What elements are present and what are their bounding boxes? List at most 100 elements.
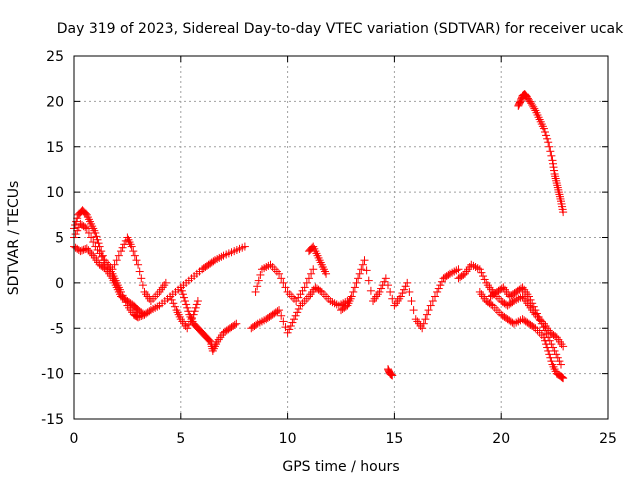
- data-point: [208, 346, 217, 355]
- x-tick-label: 25: [599, 431, 617, 447]
- data-point: [149, 304, 158, 313]
- data-point: [437, 277, 446, 286]
- data-point: [530, 104, 539, 113]
- data-point: [131, 303, 140, 312]
- y-tick-label: 5: [55, 231, 64, 247]
- data-point: [434, 284, 443, 293]
- data-point: [514, 317, 523, 326]
- data-point: [277, 274, 286, 283]
- data-point: [87, 233, 96, 242]
- data-point: [467, 260, 476, 269]
- y-tick-label: -5: [50, 321, 64, 337]
- x-tick-label: 15: [385, 431, 403, 447]
- data-point: [347, 292, 356, 301]
- data-point: [554, 185, 563, 194]
- data-point: [256, 270, 265, 279]
- data-point: [184, 320, 193, 329]
- data-point: [547, 340, 556, 349]
- data-point: [300, 297, 309, 306]
- data-point: [551, 172, 560, 181]
- data-point: [526, 295, 535, 304]
- data-point: [543, 134, 552, 143]
- data-point: [396, 292, 405, 301]
- data-point: [298, 286, 307, 295]
- data-point: [552, 176, 561, 185]
- data-point: [524, 292, 533, 301]
- data-point: [309, 265, 318, 274]
- data-point: [149, 294, 158, 303]
- data-point: [281, 283, 290, 292]
- data-point: [210, 256, 219, 265]
- data-point: [91, 242, 100, 251]
- data-point: [400, 285, 409, 294]
- data-point: [146, 306, 155, 315]
- data-point: [82, 224, 91, 233]
- data-point: [118, 243, 127, 252]
- data-point: [362, 266, 371, 275]
- data-point: [298, 299, 307, 308]
- data-point: [84, 228, 93, 237]
- data-point: [516, 293, 525, 302]
- data-point: [553, 183, 562, 192]
- data-point: [275, 306, 284, 315]
- data-point: [322, 269, 331, 278]
- data-point: [475, 265, 484, 274]
- data-point: [388, 294, 397, 303]
- grid-lines: [74, 56, 608, 419]
- data-point: [532, 309, 541, 318]
- data-point: [430, 292, 439, 301]
- data-point: [350, 283, 359, 292]
- data-point: [93, 235, 102, 244]
- data-point: [73, 226, 82, 235]
- data-point: [542, 329, 551, 338]
- data-point: [130, 251, 139, 260]
- data-point: [360, 256, 369, 265]
- data-point: [388, 371, 397, 380]
- data-point: [528, 299, 537, 308]
- data-point: [510, 297, 519, 306]
- data-point: [313, 251, 322, 260]
- data-point: [192, 300, 201, 309]
- data-point: [383, 281, 392, 290]
- data-point: [555, 357, 564, 366]
- data-point: [287, 292, 296, 301]
- data-point: [286, 321, 295, 330]
- data-point: [134, 260, 143, 269]
- data-point: [272, 267, 281, 276]
- data-point: [87, 219, 96, 228]
- data-point: [116, 247, 125, 256]
- data-point: [490, 303, 499, 312]
- data-point: [134, 313, 143, 322]
- data-point: [469, 261, 478, 270]
- y-tick-labels: -15 -10 -5 0 5 10 15 20 25: [41, 49, 64, 428]
- data-point: [536, 316, 545, 325]
- data-point: [257, 265, 266, 274]
- y-tick-label: 10: [46, 185, 64, 201]
- x-tick-label: 0: [70, 431, 79, 447]
- data-point: [285, 290, 294, 299]
- data-point: [527, 99, 536, 108]
- data-point: [487, 300, 496, 309]
- data-point: [215, 253, 224, 262]
- data-point: [547, 357, 556, 366]
- data-point: [537, 319, 546, 328]
- data-point: [409, 306, 418, 315]
- data-point: [240, 242, 249, 251]
- data-point: [188, 314, 197, 323]
- data-point: [345, 297, 354, 306]
- data-point: [545, 142, 554, 151]
- data-point: [302, 294, 311, 303]
- y-tick-label: -15: [41, 412, 64, 428]
- data-point: [542, 131, 551, 140]
- data-point: [92, 232, 101, 241]
- data-point: [135, 267, 144, 276]
- data-point: [553, 181, 562, 190]
- data-point: [283, 328, 292, 337]
- data-point: [358, 260, 367, 269]
- data-point: [182, 300, 191, 309]
- data-point: [293, 308, 302, 317]
- data-point: [193, 297, 202, 306]
- data-point: [544, 333, 553, 342]
- data-point: [529, 302, 538, 311]
- data-point: [166, 292, 175, 301]
